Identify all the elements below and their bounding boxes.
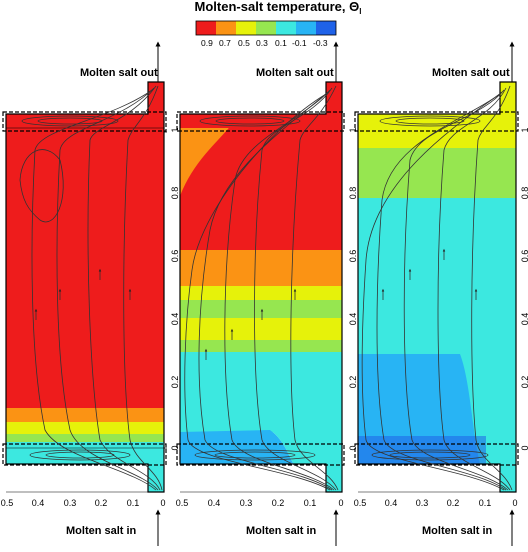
x-tick-label: 0.1: [127, 498, 140, 508]
x-tick-label: 0.2: [95, 498, 108, 508]
x-tick-label: 0.3: [416, 498, 429, 508]
tank-panel-2: 0 0.2 0.4 0.6 0.8 1 0.5 0.4 0.3 0.2 0.1 …: [176, 81, 358, 508]
x-tick-label: 0.1: [304, 498, 317, 508]
x-tick-label: 0.5: [1, 498, 14, 508]
outlet-label: Molten salt out: [80, 67, 158, 79]
colorbar-label: 0.9: [201, 38, 213, 48]
outlet-arrows: [155, 41, 515, 82]
inlet-label: Molten salt in: [422, 525, 493, 537]
y-tick-label: 1: [520, 127, 528, 132]
colorbar-swatch-lightblue: [296, 21, 316, 35]
x-tick-label: 0.2: [447, 498, 460, 508]
y-tick-label: 1: [348, 127, 358, 132]
x-tick-label: 0.4: [32, 498, 45, 508]
colorbar-swatch-orange: [216, 21, 236, 35]
colorbar-label: 0.7: [219, 38, 231, 48]
colorbar-swatch-cyan: [276, 21, 296, 35]
y-tick-label: 0.4: [170, 313, 180, 326]
y-tick-label: 0.6: [170, 250, 180, 263]
x-tick-label: 0: [160, 498, 165, 508]
x-tick-label: 0.3: [64, 498, 77, 508]
colorbar-swatch-blue: [316, 21, 336, 35]
colorbar-label: -0.1: [292, 38, 307, 48]
inlet-label: Molten salt in: [66, 525, 137, 537]
x-tick-label: 0: [338, 498, 343, 508]
colorbar-swatch-lightgreen: [256, 21, 276, 35]
x-tick-label: 0.4: [208, 498, 221, 508]
y-tick-label: 0.4: [520, 313, 528, 326]
y-tick-label: 0.2: [348, 376, 358, 389]
x-tick-label: 0: [512, 498, 517, 508]
tank-panel-1: 0 0.2 0.4 0.6 0.8 1 0.5 0.4 0.3 0.2 0.1 …: [1, 81, 180, 508]
y-tick-label: 1: [170, 127, 180, 132]
y-tick-label: 0.2: [170, 376, 180, 389]
x-tick-label: 0.2: [272, 498, 285, 508]
y-tick-label: 0: [520, 445, 528, 450]
inlet-arrows: [155, 509, 515, 546]
tank-panel-3: 0 0.2 0.4 0.6 0.8 1 0.5 0.4 0.3 0.2 0.1 …: [354, 81, 528, 508]
colorbar-swatch-yellow: [236, 21, 256, 35]
y-tick-label: 0.6: [520, 250, 528, 263]
y-tick-label: 0.6: [348, 250, 358, 263]
colorbar-label: 0.5: [238, 38, 250, 48]
x-tick-label: 0.4: [385, 498, 398, 508]
x-tick-label: 0.5: [176, 498, 189, 508]
colorbar: Molten-salt temperature, Θl 0.9 0.7 0.5 …: [195, 0, 362, 48]
y-tick-label: 0.8: [348, 187, 358, 200]
x-tick-label: 0.3: [240, 498, 253, 508]
y-tick-label: 0.2: [520, 376, 528, 389]
x-tick-label: 0.1: [479, 498, 492, 508]
y-tick-label: 0: [348, 445, 358, 450]
x-tick-label: 0.5: [354, 498, 367, 508]
y-tick-label: 0.8: [520, 187, 528, 200]
outlet-label: Molten salt out: [432, 67, 510, 79]
y-tick-label: 0: [170, 445, 180, 450]
y-tick-label: 0.4: [348, 313, 358, 326]
colorbar-title: Molten-salt temperature, Θl: [195, 0, 362, 16]
outlet-label: Molten salt out: [256, 67, 334, 79]
colorbar-label: -0.3: [313, 38, 328, 48]
inlet-label: Molten salt in: [246, 525, 317, 537]
colorbar-label: 0.3: [256, 38, 268, 48]
colorbar-swatch-red: [196, 21, 216, 35]
y-tick-label: 0.8: [170, 187, 180, 200]
colorbar-label: 0.1: [275, 38, 287, 48]
